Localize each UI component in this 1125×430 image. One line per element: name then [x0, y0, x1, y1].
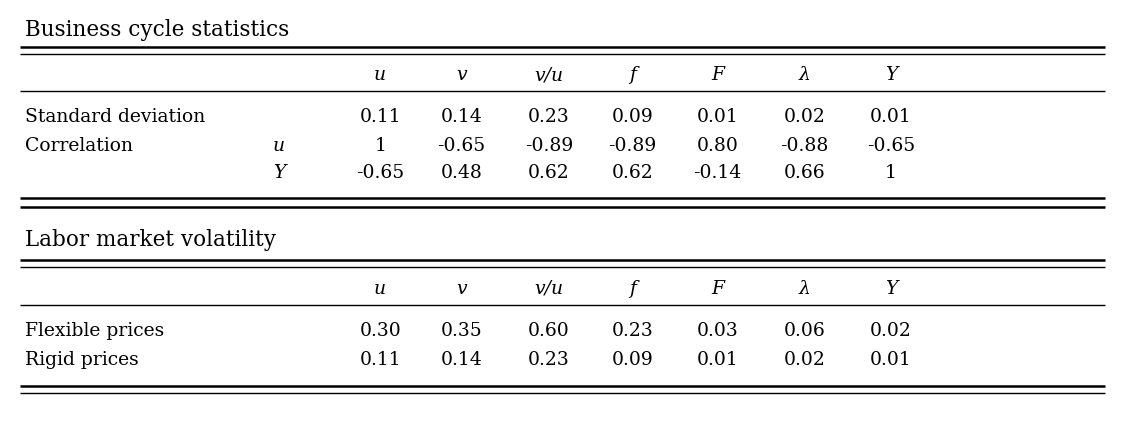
Text: 0.02: 0.02: [870, 321, 912, 339]
Text: Y: Y: [885, 279, 898, 297]
Text: 1: 1: [885, 164, 897, 182]
Text: 0.80: 0.80: [696, 137, 739, 155]
Text: v/u: v/u: [534, 279, 564, 297]
Text: 0.11: 0.11: [360, 108, 402, 126]
Text: f: f: [629, 279, 636, 297]
Text: -0.88: -0.88: [781, 137, 828, 155]
Text: -0.65: -0.65: [867, 137, 915, 155]
Text: 0.01: 0.01: [696, 108, 739, 126]
Text: Standard deviation: Standard deviation: [25, 108, 205, 126]
Text: 0.23: 0.23: [528, 108, 570, 126]
Text: u: u: [375, 66, 386, 84]
Text: -0.65: -0.65: [357, 164, 404, 182]
Text: Business cycle statistics: Business cycle statistics: [25, 18, 289, 40]
Text: 1: 1: [375, 137, 386, 155]
Text: -0.89: -0.89: [525, 137, 573, 155]
Text: 0.06: 0.06: [783, 321, 826, 339]
Text: 0.02: 0.02: [783, 350, 826, 368]
Text: u: u: [375, 279, 386, 297]
Text: 0.11: 0.11: [360, 350, 402, 368]
Text: -0.14: -0.14: [694, 164, 741, 182]
Text: 0.23: 0.23: [611, 321, 654, 339]
Text: u: u: [273, 137, 285, 155]
Text: 0.60: 0.60: [528, 321, 570, 339]
Text: 0.62: 0.62: [611, 164, 654, 182]
Text: f: f: [629, 66, 636, 84]
Text: v: v: [456, 279, 467, 297]
Text: F: F: [711, 66, 724, 84]
Text: -0.65: -0.65: [438, 137, 485, 155]
Text: Correlation: Correlation: [25, 137, 133, 155]
Text: 0.09: 0.09: [611, 108, 654, 126]
Text: λ: λ: [799, 66, 810, 84]
Text: 0.30: 0.30: [359, 321, 402, 339]
Text: -0.89: -0.89: [609, 137, 656, 155]
Text: 0.01: 0.01: [870, 350, 912, 368]
Text: F: F: [711, 279, 724, 297]
Text: 0.48: 0.48: [440, 164, 483, 182]
Text: 0.01: 0.01: [696, 350, 739, 368]
Text: 0.03: 0.03: [696, 321, 739, 339]
Text: 0.14: 0.14: [440, 350, 483, 368]
Text: v/u: v/u: [534, 66, 564, 84]
Text: λ: λ: [799, 279, 810, 297]
Text: Rigid prices: Rigid prices: [25, 350, 138, 368]
Text: 0.66: 0.66: [783, 164, 826, 182]
Text: Flexible prices: Flexible prices: [25, 321, 164, 339]
Text: v: v: [456, 66, 467, 84]
Text: 0.09: 0.09: [611, 350, 654, 368]
Text: 0.02: 0.02: [783, 108, 826, 126]
Text: 0.35: 0.35: [440, 321, 483, 339]
Text: Y: Y: [273, 164, 286, 182]
Text: Y: Y: [885, 66, 898, 84]
Text: 0.01: 0.01: [870, 108, 912, 126]
Text: 0.62: 0.62: [528, 164, 570, 182]
Text: Labor market volatility: Labor market volatility: [25, 229, 276, 251]
Text: 0.14: 0.14: [440, 108, 483, 126]
Text: 0.23: 0.23: [528, 350, 570, 368]
